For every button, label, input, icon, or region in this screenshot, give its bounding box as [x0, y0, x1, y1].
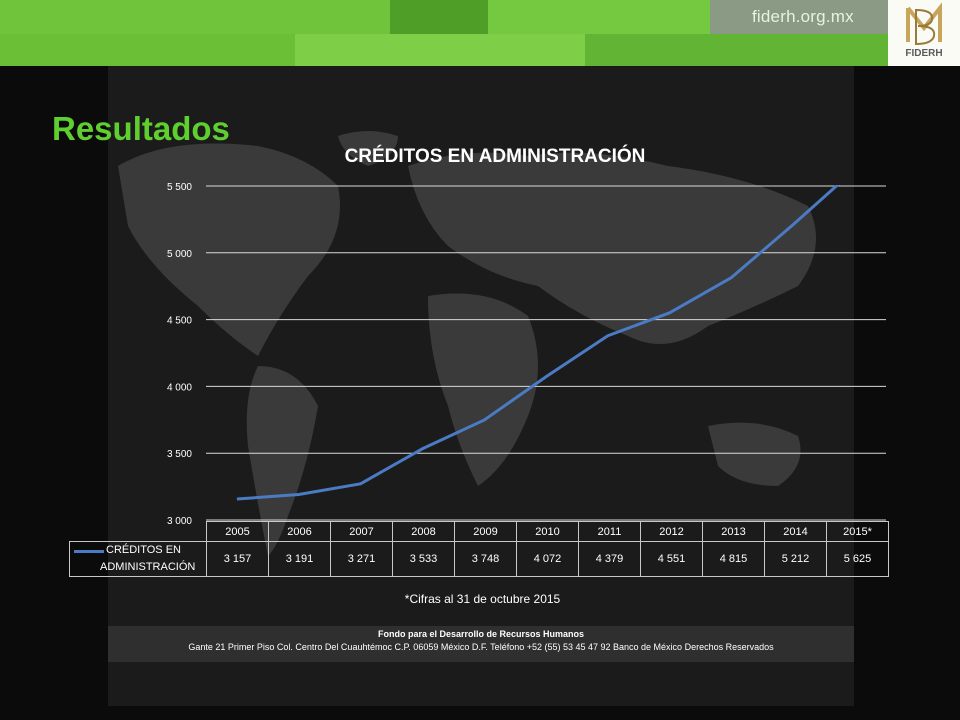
legend-line-swatch: [74, 550, 104, 553]
table-value-row: CRÉDITOS EN ADMINISTRACIÓN 3 157 3 191 3…: [69, 541, 889, 577]
table-year: 2006: [268, 521, 331, 542]
table-value: 4 072: [516, 541, 579, 577]
table-year: 2005: [206, 521, 269, 542]
y-tick-label: 4 500: [167, 316, 192, 327]
monogram-icon: [906, 2, 942, 46]
banner-block: [0, 34, 295, 66]
banner-block: [0, 0, 390, 34]
chart-title: CRÉDITOS EN ADMINISTRACIÓN: [344, 146, 646, 167]
table-year: 2014: [764, 521, 827, 542]
world-map-image: [118, 131, 816, 556]
table-value: 4 815: [702, 541, 765, 577]
top-banner: fiderh.org.mx FIDERH: [0, 0, 960, 66]
legend-label-line1: CRÉDITOS EN: [106, 544, 181, 556]
banner-block: [488, 0, 710, 34]
table-year: 2015*: [826, 521, 889, 542]
table-year: 2008: [392, 521, 455, 542]
page-title: Resultados: [52, 110, 230, 147]
site-url[interactable]: fiderh.org.mx: [752, 7, 854, 26]
footer: Fondo para el Desarrollo de Recursos Hum…: [108, 626, 854, 662]
footer-address: Gante 21 Primer Piso Col. Centro Del Cua…: [188, 642, 774, 652]
table-value: 3 533: [392, 541, 455, 577]
table-corner: [69, 521, 207, 542]
y-tick-label: 3 500: [167, 449, 192, 460]
legend-entry: CRÉDITOS EN ADMINISTRACIÓN: [69, 541, 207, 577]
table-value: 3 271: [330, 541, 393, 577]
table-value: 3 191: [268, 541, 331, 577]
table-year: 2009: [454, 521, 517, 542]
banner-block: [710, 0, 888, 34]
banner-block: [390, 0, 488, 34]
table-value: 5 625: [826, 541, 889, 577]
footer-org-name: Fondo para el Desarrollo de Recursos Hum…: [377, 629, 585, 639]
y-tick-label: 5 500: [167, 182, 192, 193]
table-year: 2007: [330, 521, 393, 542]
table-value: 5 212: [764, 541, 827, 577]
table-year: 2012: [640, 521, 703, 542]
y-tick-label: 5 000: [167, 249, 192, 260]
data-table: 2005 2006 2007 2008 2009 2010 2011 2012 …: [69, 521, 889, 577]
table-year: 2013: [702, 521, 765, 542]
fiderh-logo[interactable]: FIDERH: [888, 0, 960, 66]
legend-label-line2: ADMINISTRACIÓN: [100, 561, 196, 573]
series-line: [236, 185, 840, 501]
footnote: *Cifras al 31 de octubre 2015: [404, 592, 561, 606]
table-year: 2011: [578, 521, 641, 542]
table-value: 4 379: [578, 541, 641, 577]
table-year: 2010: [516, 521, 579, 542]
table-value: 4 551: [640, 541, 703, 577]
banner-block: [585, 34, 888, 66]
table-value: 3 748: [454, 541, 517, 577]
banner-block: [295, 34, 585, 66]
logo-text: FIDERH: [905, 48, 943, 59]
table-value: 3 157: [206, 541, 269, 577]
table-header-row: 2005 2006 2007 2008 2009 2010 2011 2012 …: [69, 521, 889, 542]
y-tick-label: 4 000: [167, 382, 192, 393]
